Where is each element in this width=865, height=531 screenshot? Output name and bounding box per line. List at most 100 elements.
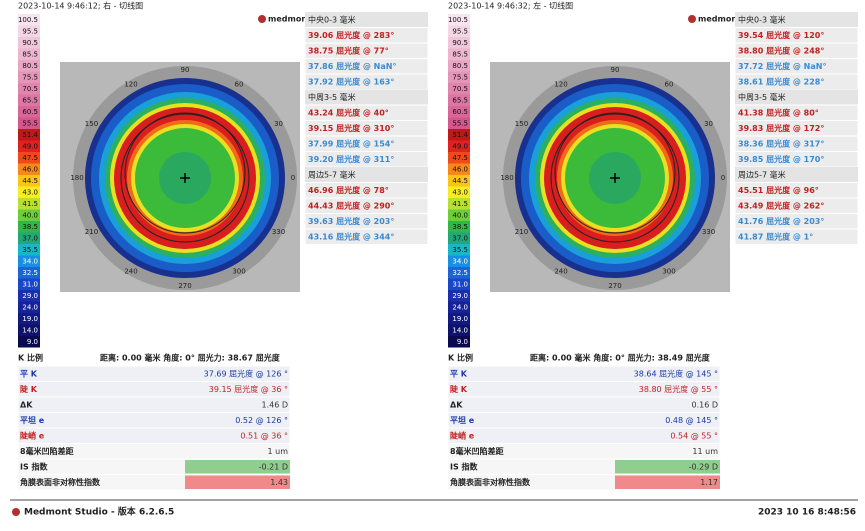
table-label: 8毫米凹陷差距 [450,446,504,456]
scale-swatch [448,336,470,348]
center-mark [180,173,190,183]
map-angle-label: 120 [554,80,567,88]
scale-label: 85.5 [22,50,38,58]
scale-label: 55.5 [22,119,38,127]
table-value: 0.51 @ 36 ° [240,431,288,440]
scale-label: 37.0 [22,234,38,242]
map-outline [550,113,680,243]
k-title: K 比例 [18,353,43,363]
scale-label: 34.0 [22,257,38,265]
value-cell [185,475,290,489]
scale-swatch [18,290,40,302]
scale-swatch [448,94,470,106]
scale-label: 29.0 [452,292,468,300]
scale-label: 80.5 [22,62,38,70]
table-label: ΔK [450,400,463,409]
app-icon [12,508,20,516]
logo: medmont [698,15,741,24]
scale-label: 35.5 [22,246,38,254]
zone-value: 37.99 屈光度 @ 154° [308,138,394,148]
scale-label: 9.0 [27,338,38,346]
zone-value: 39.63 屈光度 @ 203° [308,216,394,226]
scale-swatch [18,175,40,187]
scale-label: 70.5 [452,85,468,93]
scale-swatch [18,83,40,95]
scale-label: 40.0 [22,211,38,219]
map-angle-label: 0 [721,174,725,182]
scale-label: 95.5 [22,27,38,35]
map-angle-label: 210 [515,228,528,236]
zone-value: 44.43 屈光度 @ 290° [308,200,394,210]
scale-label: 19.0 [452,315,468,323]
scale-label: 44.5 [22,177,38,185]
table-value: 0.48 @ 145 ° [665,416,718,425]
zone-value: 39.85 屈光度 @ 170° [738,154,824,164]
zone-value: 39.20 屈光度 @ 311° [308,154,394,164]
table-value: -0.21 D [259,462,288,471]
table-label: ΔK [20,400,33,409]
scale-label: 90.5 [22,39,38,47]
value-cell [615,460,720,474]
scale-swatch [18,106,40,118]
zone-value: 37.92 屈光度 @ 163° [308,76,394,86]
map-angle-label: 150 [515,120,528,128]
scale-swatch [448,83,470,95]
map-outline [120,113,250,243]
scale-label: 38.5 [22,223,38,231]
map-outline [124,112,246,234]
scale-swatch [448,175,470,187]
map-angle-label: 270 [608,282,621,290]
scale-swatch [18,117,40,129]
table-label: 平坦 e [20,415,45,425]
table-label: 陡峭 e [20,430,45,440]
scale-label: 65.5 [452,96,468,104]
scale-label: 85.5 [452,50,468,58]
zone-value: 41.76 屈光度 @ 203° [738,216,824,226]
zone-title: 周边5-7 毫米 [308,169,356,179]
scale-label: 51.4 [452,131,468,139]
table-value: -0.29 D [689,462,718,471]
scale-swatch [448,267,470,279]
zone-title: 中周3-5 毫米 [738,92,786,102]
table-label: 平 K [20,369,38,378]
scale-label: 70.5 [22,85,38,93]
table-value: 1 um [268,447,289,456]
logo-icon [688,15,696,23]
table-value: 1.46 D [261,400,288,409]
map-angle-label: 60 [665,80,674,88]
map-angle-label: 120 [124,80,137,88]
scale-swatch [18,232,40,244]
table-row-bg [447,396,721,413]
scale-swatch [18,60,40,72]
table-row-bg [17,396,291,413]
scale-swatch [448,37,470,49]
scale-label: 60.5 [452,108,468,116]
scale-swatch [448,25,470,37]
map-angle-label: 90 [181,66,190,74]
scale-label: 41.5 [22,200,38,208]
scale-swatch [448,106,470,118]
scale-label: 24.0 [22,303,38,311]
zone-title-bg [305,12,428,28]
scale-swatch [18,255,40,267]
scale-label: 47.5 [452,154,468,162]
zone-title: 周边5-7 毫米 [738,169,786,179]
k-info: 距离: 0.00 毫米 角度: 0° 屈光力: 38.49 屈光度 [530,353,711,363]
map-angle-label: 180 [500,174,513,182]
scale-label: 32.5 [452,269,468,277]
zone-value: 41.87 屈光度 @ 1° [738,231,813,241]
map-angle-label: 30 [274,120,283,128]
map-angle-label: 180 [70,174,83,182]
scale-swatch [448,152,470,164]
zone-title: 中央0-3 毫米 [738,14,786,24]
zone-value: 38.61 屈光度 @ 228° [738,76,824,86]
zone-title: 中央0-3 毫米 [308,14,356,24]
scale-label: 43.0 [452,188,468,196]
scale-swatch [448,186,470,198]
scale-label: 43.0 [22,188,38,196]
scale-label: 19.0 [22,315,38,323]
table-value: 0.54 @ 55 ° [670,431,718,440]
scale-label: 24.0 [452,303,468,311]
app-version: Medmont Studio - 版本 6.2.6.5 [24,506,174,518]
scale-label: 38.5 [452,223,468,231]
